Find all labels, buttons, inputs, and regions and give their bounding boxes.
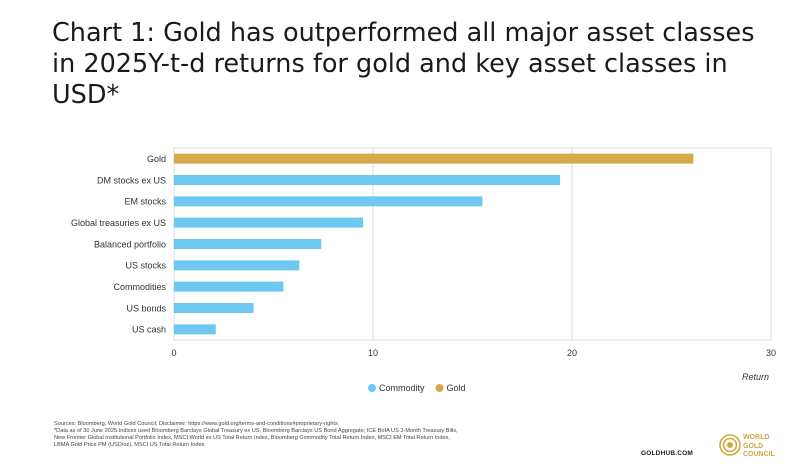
goldhub-link[interactable]: GOLDHUB.COM: [641, 450, 694, 457]
note-line: *Data as of 30 June 2025.Indices used Bl…: [54, 428, 458, 434]
x-tick-label: 20: [567, 348, 577, 358]
x-axis-label: Return: [742, 372, 769, 382]
bar: [174, 153, 694, 164]
y-category-label: Global treasuries ex US: [71, 218, 166, 228]
bar: [174, 196, 483, 207]
x-tick-label: 0: [171, 348, 176, 358]
logo-line: WORLD: [743, 434, 770, 441]
bar: [174, 260, 300, 271]
x-tick-label: 10: [368, 348, 378, 358]
y-category-label: Balanced portfolio: [94, 239, 166, 249]
y-category-label: Gold: [147, 154, 166, 164]
y-category-label: Commodities: [113, 282, 166, 292]
bar: [174, 239, 322, 249]
bar: [174, 324, 216, 335]
legend-marker: [368, 384, 376, 392]
logo-line: GOLD: [743, 442, 764, 450]
legend-marker: [435, 384, 444, 392]
sources-text: Sources: Bloomberg, World Gold Council; …: [54, 421, 338, 427]
world-gold-council-logo: WORLD GOLD COUNCIL: [719, 431, 789, 465]
note-line: New Frontier Global Institutional Portfo…: [54, 435, 450, 441]
y-category-label: US cash: [132, 325, 166, 335]
y-category-label: EM stocks: [124, 197, 166, 207]
bar: [174, 281, 284, 292]
logo-wordmark: WORLD GOLD COUNCIL: [743, 434, 775, 460]
chart-title: Chart 1: Gold has outperformed all major…: [52, 18, 755, 110]
bar: [174, 175, 561, 185]
footer-notes: Sources: Bloomberg, World Gold Council; …: [54, 421, 614, 449]
legend-label: Commodity: [379, 383, 425, 393]
note-line: LBMA Gold Price PM (USD/oz), MSCI US Tot…: [54, 442, 206, 448]
gold-rings-icon: [719, 434, 741, 456]
y-category-label: US stocks: [125, 261, 166, 271]
bar-chart: 0 10 20 30 Gold DM stocks ex US EM stocks Globa…: [71, 147, 776, 393]
bar: [174, 303, 254, 313]
y-category-label: DM stocks ex US: [97, 175, 166, 185]
x-tick-label: 30: [766, 348, 776, 358]
logo-line: COUNCIL: [743, 451, 775, 458]
legend-label: Gold: [447, 383, 466, 393]
y-category-label: US bonds: [126, 303, 166, 313]
bar: [174, 217, 364, 228]
